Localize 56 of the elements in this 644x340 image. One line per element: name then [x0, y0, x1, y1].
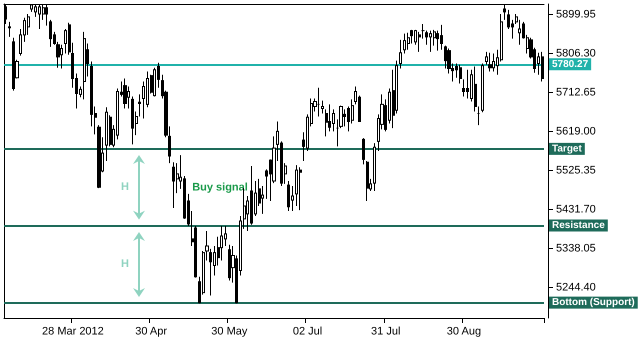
candlestick — [220, 225, 223, 262]
candlestick — [466, 69, 469, 100]
y-tick-label: 5619.00 — [556, 125, 596, 138]
y-tick-label: 5244.40 — [556, 281, 596, 294]
candlestick — [440, 24, 443, 50]
candlestick — [131, 96, 134, 145]
candlestick — [481, 63, 484, 113]
candlestick — [49, 19, 52, 48]
candlestick — [366, 160, 369, 202]
candlestick — [228, 244, 231, 282]
annotation: H — [121, 181, 130, 194]
y-tick-label: 5712.65 — [556, 86, 596, 98]
x-tick-label: 28 Mar 2012 — [42, 326, 104, 338]
candlestick — [321, 100, 324, 114]
candlestick — [12, 37, 15, 92]
candlestick — [172, 162, 175, 209]
candlestick — [488, 52, 492, 72]
candlestick — [492, 53, 495, 72]
candlestick — [403, 33, 406, 54]
candlestick — [83, 31, 86, 100]
candlestick — [325, 108, 328, 137]
y-tick-label: 5899.95 — [556, 8, 596, 20]
candlestick — [291, 185, 294, 212]
ref-line-label: 5780.27 — [552, 58, 589, 70]
candlestick — [459, 64, 462, 84]
candlestick — [399, 39, 402, 70]
ref-line-label: Resistance — [552, 220, 606, 232]
candlestick — [332, 108, 335, 132]
x-tick-label: 02 Jul — [292, 326, 322, 338]
candlestick — [407, 32, 410, 50]
candlestick — [362, 138, 365, 165]
candlestick — [123, 78, 127, 110]
candlestick — [8, 21, 11, 38]
x-tick-label: 30 Apr — [135, 326, 168, 338]
candlestick — [105, 106, 108, 162]
candlestick — [317, 87, 320, 117]
x-tick-label: 30 Aug — [446, 326, 482, 338]
candlestick — [97, 124, 101, 189]
x-tick-label: 31 Jul — [371, 326, 400, 338]
annotation: H — [121, 258, 130, 270]
x-tick-label: 30 May — [211, 326, 248, 338]
y-tick-label: 5806.30 — [556, 47, 596, 60]
y-tick-label: 5338.05 — [556, 242, 596, 254]
ref-line-label: Target — [552, 143, 582, 154]
candlestick — [287, 180, 290, 212]
y-tick-label: 5431.70 — [556, 203, 596, 216]
candlestick — [429, 30, 432, 52]
candlestick — [295, 164, 298, 206]
annotation: Buy signal — [192, 182, 248, 194]
candlestick — [541, 51, 544, 82]
candlestick — [60, 44, 63, 70]
y-tick-label: 5525.35 — [556, 164, 596, 176]
candlestick — [299, 166, 302, 211]
candlestick — [444, 45, 447, 70]
ref-line-label: Bottom (Support) — [552, 297, 635, 308]
candlestick — [373, 142, 376, 192]
